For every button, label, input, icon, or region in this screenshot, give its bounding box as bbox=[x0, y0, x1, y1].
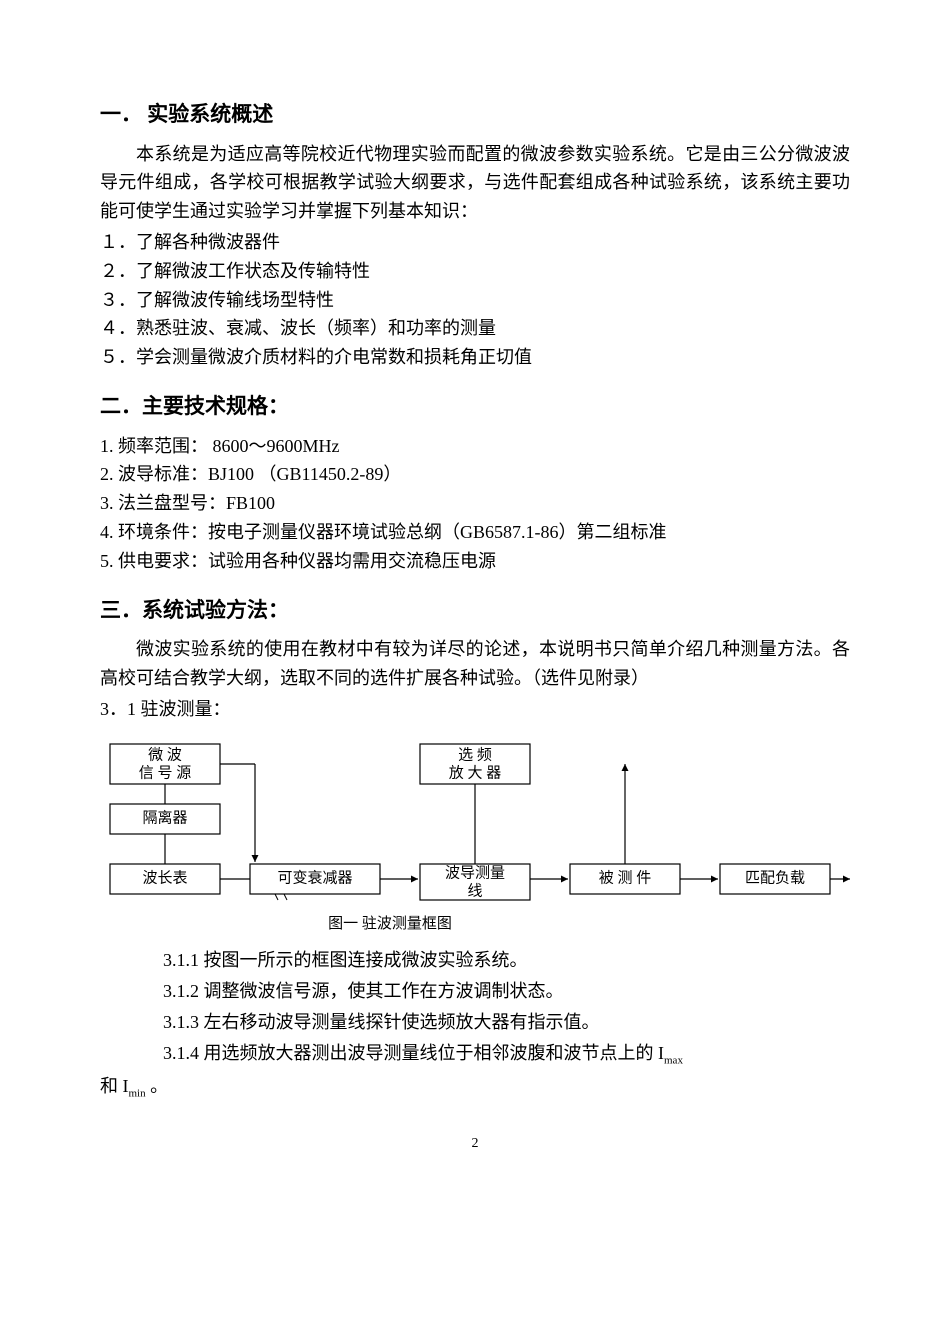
section-1-heading: 一． 实验系统概述 bbox=[100, 98, 850, 132]
s1-item-2: ２．了解微波工作状态及传输特性 bbox=[100, 257, 850, 286]
step-3-1-4: 3.1.4 用选频放大器测出波导测量线位于相邻波腹和波节点上的 Imax bbox=[100, 1039, 850, 1070]
attenuator-ticks bbox=[275, 894, 287, 900]
box-slotline-label2: 线 bbox=[467, 882, 482, 899]
block-diagram: 微 波信 号 源隔离器波长表 可变衰减器 波导测量线 被 测 件 匹配负载 选 频放 大 … bbox=[100, 734, 850, 943]
box-source-label1: 微 波 bbox=[148, 746, 182, 763]
box-load-label: 匹配负载 bbox=[745, 869, 805, 886]
section-3-paragraph: 微波实验系统的使用在教材中有较为详尽的论述，本说明书只简单介绍几种测量方法。各高… bbox=[100, 635, 850, 693]
step-d-mid: 和 I bbox=[100, 1076, 129, 1096]
s1-item-1: １．了解各种微波器件 bbox=[100, 228, 850, 257]
step-3-1-4-cont: 和 Imin 。 bbox=[100, 1072, 850, 1103]
diagram-caption: 图一 驻波测量框图 bbox=[328, 915, 452, 932]
block-diagram-svg: 微 波信 号 源隔离器波长表 可变衰减器 波导测量线 被 测 件 匹配负载 选 频放 大 … bbox=[100, 734, 850, 934]
box-amplifier-label1: 选 频 bbox=[458, 746, 492, 763]
step-d-sub1: max bbox=[664, 1054, 683, 1066]
step-d-suffix: 。 bbox=[146, 1076, 169, 1096]
s2-item-4: 4. 环境条件：按电子测量仪器环境试验总纲（GB6587.1-86）第二组标准 bbox=[100, 518, 850, 547]
step-3-1-1: 3.1.1 按图一所示的框图连接成微波实验系统。 bbox=[100, 946, 850, 975]
step-d-prefix: 3.1.4 用选频放大器测出波导测量线位于相邻波腹和波节点上的 I bbox=[163, 1043, 664, 1063]
section-2-heading: 二．主要技术规格： bbox=[100, 390, 850, 424]
s2-item-1: 1. 频率范围： 8600～9600MHz bbox=[100, 432, 850, 461]
s1-item-5: ５．学会测量微波介质材料的介电常数和损耗角正切值 bbox=[100, 343, 850, 372]
s2-item-5: 5. 供电要求：试验用各种仪器均需用交流稳压电源 bbox=[100, 547, 850, 576]
s2-item-3: 3. 法兰盘型号：FB100 bbox=[100, 489, 850, 518]
step-3-1-2: 3.1.2 调整微波信号源，使其工作在方波调制状态。 bbox=[100, 977, 850, 1006]
step-d-sub2: min bbox=[129, 1087, 146, 1099]
box-dut-label: 被 测 件 bbox=[599, 869, 652, 886]
section-3-subtitle: 3．1 驻波测量： bbox=[100, 695, 850, 724]
s2-item-2: 2. 波导标准：BJ100 （GB11450.2-89） bbox=[100, 460, 850, 489]
box-amplifier-label2: 放 大 器 bbox=[449, 764, 502, 781]
section-3-heading: 三．系统试验方法： bbox=[100, 594, 850, 628]
page-number: 2 bbox=[100, 1133, 850, 1155]
section-1-paragraph: 本系统是为适应高等院校近代物理实验而配置的微波参数实验系统。它是由三公分微波波导… bbox=[100, 140, 850, 226]
box-attenuator-label: 可变衰减器 bbox=[277, 869, 352, 886]
s1-item-3: ３．了解微波传输线场型特性 bbox=[100, 286, 850, 315]
box-source-label2: 信 号 源 bbox=[139, 764, 192, 781]
box-wavemeter-label: 波长表 bbox=[142, 869, 187, 886]
s1-item-4: ４．熟悉驻波、衰减、波长（频率）和功率的测量 bbox=[100, 314, 850, 343]
box-slotline-label1: 波导测量 bbox=[445, 864, 505, 881]
step-3-1-3: 3.1.3 左右移动波导测量线探针使选频放大器有指示值。 bbox=[100, 1008, 850, 1037]
box-isolator-label: 隔离器 bbox=[142, 809, 187, 826]
